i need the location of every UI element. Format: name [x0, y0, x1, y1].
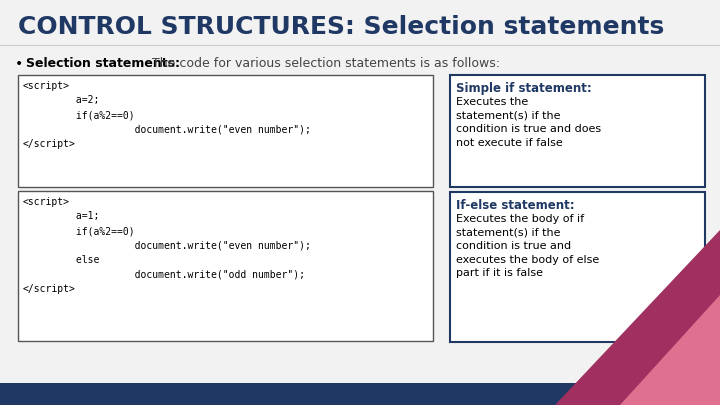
Text: document.write("odd number");: document.write("odd number"); [23, 269, 305, 279]
Bar [450, 75, 705, 187]
Text: </script>: </script> [23, 139, 76, 149]
Text: •: • [15, 57, 23, 71]
Text: a=2;: a=2; [23, 96, 99, 105]
Text: The code for various selection statements is as follows:: The code for various selection statement… [148, 57, 500, 70]
Text: Simple if statement:: Simple if statement: [456, 82, 592, 95]
Text: Selection statements:: Selection statements: [26, 57, 180, 70]
Text: else: else [23, 255, 99, 265]
Text: If-else statement:: If-else statement: [456, 199, 575, 212]
Text: Executes the
statement(s) if the
condition is true and does
not execute if false: Executes the statement(s) if the conditi… [456, 97, 601, 148]
Bar [18, 75, 433, 187]
Text: </script>: </script> [23, 284, 76, 294]
Bar [0, 383, 720, 405]
Text: document.write("even number");: document.write("even number"); [23, 124, 311, 134]
Text: <script>: <script> [23, 197, 70, 207]
Text: document.write("even number");: document.write("even number"); [23, 241, 311, 251]
Text: a=1;: a=1; [23, 211, 99, 222]
Text: <script>: <script> [23, 81, 70, 91]
Text: CONTROL STRUCTURES: Selection statements: CONTROL STRUCTURES: Selection statements [18, 15, 665, 39]
Text: if(a%2==0): if(a%2==0) [23, 110, 135, 120]
Bar [18, 191, 433, 341]
Text: Executes the body of if
statement(s) if the
condition is true and
executes the b: Executes the body of if statement(s) if … [456, 214, 599, 278]
Polygon shape [620, 295, 720, 405]
Bar [450, 192, 705, 342]
Text: if(a%2==0): if(a%2==0) [23, 226, 135, 236]
Polygon shape [555, 230, 720, 405]
